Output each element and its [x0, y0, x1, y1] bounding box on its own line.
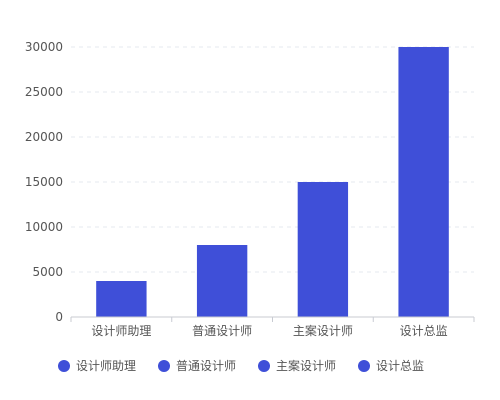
y-tick-label: 0 [55, 310, 63, 324]
legend-label: 主案设计师 [276, 359, 337, 373]
legend-marker [358, 359, 371, 372]
legend-marker [58, 359, 70, 372]
grid-lines [71, 46, 474, 273]
y-tick-label: 30000 [25, 40, 63, 54]
bar-0[interactable] [96, 281, 147, 317]
legend-label: 设计师助理 [76, 359, 137, 373]
axes [70, 316, 475, 322]
bar-2[interactable] [297, 182, 349, 317]
x-tick-label: 主案设计师 [293, 323, 353, 338]
y-tick-labels: 0 5000 10000 15000 20000 25000 30000 [25, 40, 63, 324]
legend-label: 设计总监 [376, 359, 425, 373]
y-tick-label: 25000 [25, 85, 63, 99]
y-tick-label: 10000 [25, 220, 63, 234]
x-tick-label: 设计总监 [400, 324, 448, 338]
legend-item[interactable]: 设计师助理 [58, 357, 136, 374]
legend-marker [158, 359, 171, 372]
x-tick-label: 设计师助理 [91, 324, 151, 338]
legend-item[interactable]: 普通设计师 [158, 357, 236, 374]
y-tick-label: 5000 [32, 265, 63, 279]
x-tick-label: 普通设计师 [192, 324, 252, 338]
legend-item[interactable]: 主案设计师 [258, 357, 336, 374]
legend-marker [258, 359, 271, 372]
legend-item[interactable]: 设计总监 [358, 357, 424, 374]
bars [96, 47, 449, 317]
x-tick-labels: 设计师助理 普通设计师 主案设计师 设计总监 [91, 323, 447, 338]
bar-3[interactable] [398, 47, 449, 317]
y-tick-label: 15000 [25, 175, 63, 189]
y-tick-label: 20000 [25, 130, 63, 144]
legend-label: 普通设计师 [176, 359, 237, 373]
bar-1[interactable] [196, 245, 248, 317]
legend: 设计师助理 普通设计师 主案设计师 设计总监 [58, 357, 446, 374]
